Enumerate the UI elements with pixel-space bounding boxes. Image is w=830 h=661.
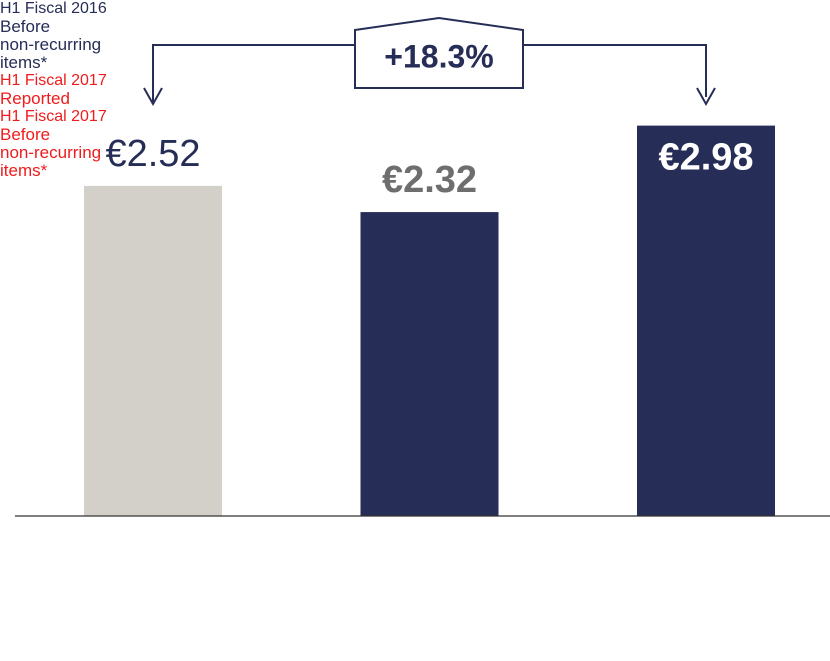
category-note: Reported — [0, 89, 70, 108]
bar — [360, 212, 499, 516]
value-label: €2.98 — [658, 137, 753, 179]
arrow-head — [696, 87, 716, 107]
category-note: Before — [0, 125, 51, 144]
value-label: €2.32 — [382, 159, 477, 201]
category-note: items* — [0, 53, 48, 72]
category-name: H1 Fiscal 2017 — [0, 108, 107, 125]
category-label: H1 Fiscal 2017 Reported — [0, 72, 830, 108]
category-note: non-recurring — [0, 143, 102, 162]
value-label: €2.52 — [105, 133, 200, 175]
category-note: non-recurring — [0, 35, 102, 54]
arrow-head — [143, 87, 163, 107]
category-note: items* — [0, 161, 48, 180]
category-label: H1 Fiscal 2016 Before non-recurring items* — [0, 0, 830, 72]
category-name: H1 Fiscal 2016 — [0, 0, 107, 17]
bracket — [523, 44, 707, 97]
bar — [84, 185, 222, 516]
annotation: +18.3% — [384, 38, 493, 74]
category-name: H1 Fiscal 2017 — [0, 72, 107, 89]
bracket — [152, 44, 355, 103]
bar — [637, 125, 775, 517]
category-note: Before — [0, 17, 51, 36]
category-label: H1 Fiscal 2017 Before non-recurring items* — [0, 108, 830, 180]
annotation-box — [354, 16, 524, 89]
